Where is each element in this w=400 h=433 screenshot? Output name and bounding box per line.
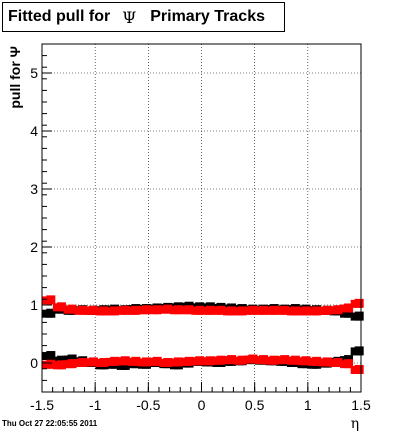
data-point [286,306,300,316]
chart-title-symbol: Ψ [122,7,137,27]
data-point [286,355,300,365]
data-point [350,298,364,308]
axis-tick-labels: -1.5 -1 -0.5 0 0.5 1 1.5 0 1 2 3 4 5 [30,65,371,413]
data-point [318,357,332,367]
data-point [106,356,120,366]
chart-title-suffix: Primary Tracks [150,8,265,25]
data-point [212,305,226,315]
data-point [127,356,141,366]
data-point [63,304,77,314]
data-point [159,304,173,314]
data-point [244,354,258,364]
data-point [127,305,141,315]
timestamp: Thu Oct 27 22:05:55 2011 [2,419,98,428]
data-point [297,356,311,366]
data-point [340,308,354,318]
data-point [265,355,279,365]
data-point [42,295,56,305]
data-point [116,305,130,315]
x-axis-label: η [351,416,359,432]
data-point [254,355,268,365]
data-point [201,356,215,366]
data-point [42,351,56,361]
data-point [276,355,290,365]
y-tick-label: 5 [30,65,38,81]
data-point [84,305,98,315]
data-point [63,359,77,369]
data-point [84,357,98,367]
data-point [201,305,215,315]
chart-title: Fitted pull for Ψ Primary Tracks [2,2,285,32]
data-point [52,302,66,312]
x-tick-label: -1.5 [30,397,54,413]
data-point [42,308,56,318]
data-point [74,358,88,367]
y-tick-label: 1 [30,297,38,313]
x-tick-label: -1 [89,397,102,413]
data-point [297,306,311,316]
x-tick-label: 0.5 [245,397,265,413]
data-point [276,305,290,315]
data-point [180,305,194,315]
data-point [169,357,183,367]
y-tick-label: 4 [30,123,38,139]
data-point [148,305,162,315]
data-point [159,358,173,367]
data-point [233,355,247,365]
chart-title-prefix: Fitted pull for [8,8,111,25]
data-point [350,346,364,356]
y-tick-label: 3 [30,181,38,197]
y-axis-label: pull for Ψ [7,46,23,109]
x-tick-label: 0 [198,397,206,413]
data-point [223,306,237,316]
data-point [340,303,354,313]
data-point [233,306,247,316]
data-point [169,305,183,315]
x-tick-label: -0.5 [136,397,160,413]
data-point [74,305,88,315]
data-point [329,305,343,315]
data-point [212,355,226,365]
data-point [106,306,120,316]
data-point [244,305,258,315]
data-point [180,356,194,366]
data-point [95,358,109,367]
data-point [95,306,109,316]
x-tick-label: 1 [304,397,312,413]
data-points [42,295,364,374]
data-point [138,305,152,315]
data-point [308,306,322,316]
data-point [329,358,343,367]
axis-ticks [41,43,362,393]
x-tick-label: 1.5 [351,397,371,413]
data-point [148,356,162,366]
y-tick-label: 0 [30,355,38,371]
data-point [116,360,130,370]
data-point [42,359,56,369]
data-point [116,356,130,366]
data-point [350,364,364,374]
data-point [318,305,332,315]
data-point [138,357,152,367]
data-point [254,305,268,315]
data-point [191,356,205,366]
grid [41,44,362,392]
data-point [308,356,322,366]
data-point [223,355,237,365]
data-point [265,305,279,315]
data-point [52,360,66,370]
y-tick-label: 2 [30,239,38,255]
data-point [350,311,364,321]
data-point [340,359,354,369]
data-point [191,305,205,315]
